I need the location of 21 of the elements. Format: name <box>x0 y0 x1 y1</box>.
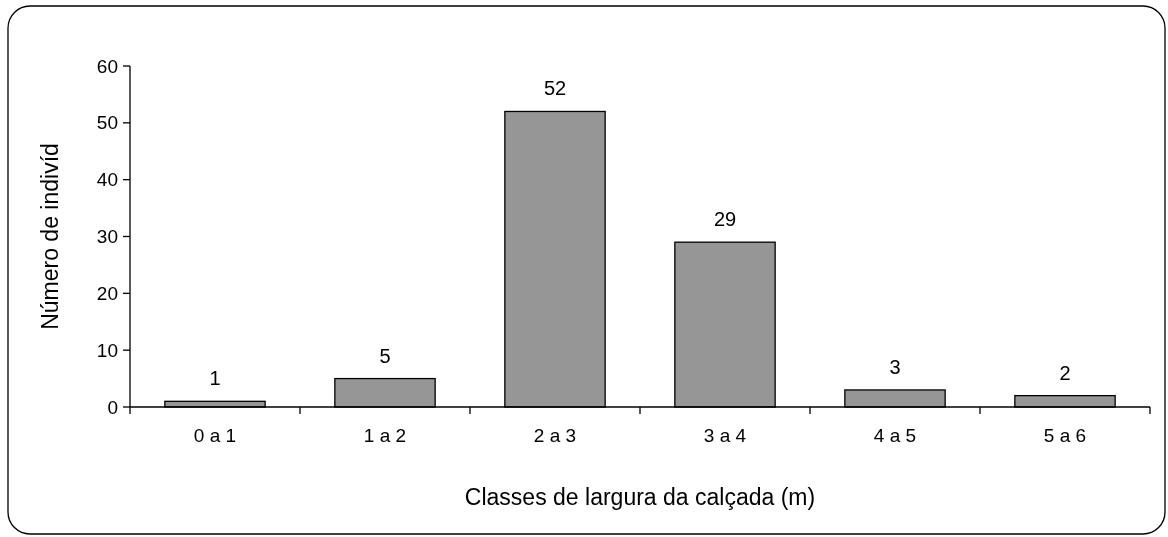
y-axis-title: Número de indivíd <box>37 143 63 330</box>
y-tick-label: 0 <box>107 396 118 418</box>
y-tick-label: 10 <box>96 339 118 361</box>
x-tick-label: 4 a 5 <box>873 425 917 446</box>
data-label: 52 <box>543 77 567 100</box>
data-label: 3 <box>889 355 901 378</box>
data-label: 2 <box>1059 361 1071 384</box>
x-tick-label: 0 a 1 <box>193 425 237 446</box>
data-label: 29 <box>713 208 737 231</box>
x-tick-label: 2 a 3 <box>533 425 577 446</box>
y-tick-label: 60 <box>96 55 118 77</box>
y-tick-label: 30 <box>96 226 118 248</box>
x-tick-label: 5 a 6 <box>1043 425 1087 446</box>
y-tick-label: 40 <box>96 169 118 191</box>
data-label: 5 <box>379 344 391 367</box>
data-label: 1 <box>209 367 221 390</box>
y-tick-label: 20 <box>96 282 118 304</box>
x-tick-label: 3 a 4 <box>703 425 747 446</box>
x-axis-title: Classes de largura da calçada (m) <box>464 484 816 510</box>
x-tick-label: 1 a 2 <box>363 425 407 446</box>
y-tick-label: 50 <box>96 112 118 134</box>
